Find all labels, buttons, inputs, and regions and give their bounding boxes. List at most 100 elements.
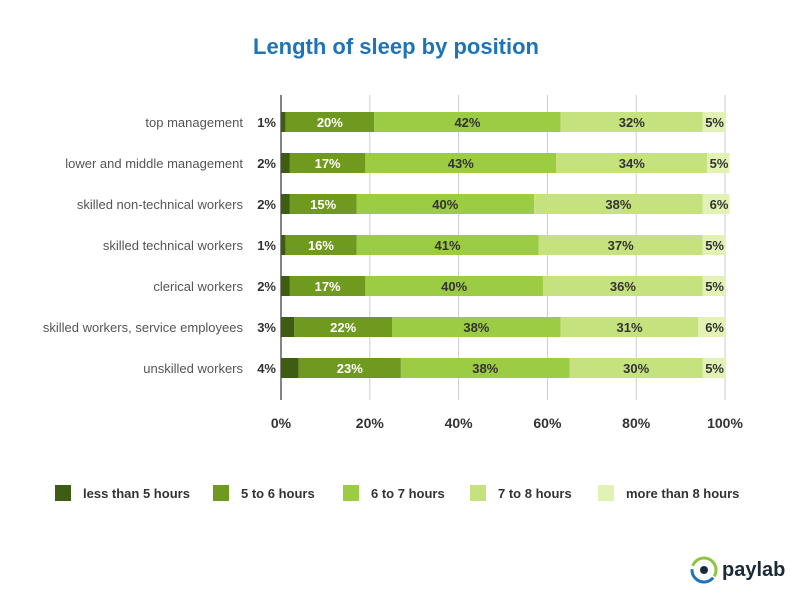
data-label: 42% (454, 115, 480, 130)
data-label: 38% (605, 197, 631, 212)
bar-segment (365, 276, 543, 296)
category-label: unskilled workers (143, 361, 243, 376)
x-tick-label: 100% (707, 415, 743, 431)
bar-segment (281, 358, 299, 378)
bar-segment (702, 276, 725, 296)
bar-segment (289, 153, 366, 173)
data-label: 30% (623, 361, 649, 376)
bar-segment (285, 235, 357, 255)
bar-segment (281, 276, 290, 296)
data-label: 15% (310, 197, 336, 212)
legend-swatch (470, 485, 486, 501)
bar-segment (294, 317, 392, 337)
bar-segment (560, 112, 703, 132)
bar-segment (281, 194, 290, 214)
data-label: 5% (705, 361, 724, 376)
bar-segment (289, 194, 357, 214)
bar-segment (702, 194, 730, 214)
bar-segment (285, 112, 375, 132)
data-label: 6% (705, 320, 724, 335)
legend-label: 7 to 8 hours (498, 486, 572, 501)
bar-segment (538, 235, 703, 255)
data-label: 5% (705, 279, 724, 294)
bar-segment (374, 112, 561, 132)
bars: 1% 20% 42% 32% 5% 2% 17% 43% 34% 5% 2% 15% 40% 38% 6% 1… (257, 112, 730, 378)
data-label: 17% (315, 156, 341, 171)
paylab-eye-icon (690, 556, 718, 584)
legend-swatch (343, 485, 359, 501)
data-label: 6% (710, 197, 729, 212)
bar-segment (400, 358, 570, 378)
data-label: 4% (257, 361, 276, 376)
data-label: 22% (330, 320, 356, 335)
x-tick-label: 60% (533, 415, 562, 431)
brand-name: paylab (722, 558, 786, 581)
data-label: 16% (308, 238, 334, 253)
bar-segment (534, 194, 703, 214)
legend-swatch (213, 485, 229, 501)
bar-segment (281, 153, 290, 173)
bar-segment (365, 153, 557, 173)
data-label: 5% (705, 115, 724, 130)
bar-segment (702, 235, 725, 255)
data-label: 1% (257, 115, 276, 130)
legend-swatch (55, 485, 71, 501)
data-label: 41% (434, 238, 460, 253)
data-label: 23% (337, 361, 363, 376)
data-label: 38% (472, 361, 498, 376)
bar-segment (392, 317, 561, 337)
x-tick-label: 80% (622, 415, 651, 431)
bar-segment (281, 112, 286, 132)
data-label: 17% (315, 279, 341, 294)
data-label: 43% (448, 156, 474, 171)
legend-label: less than 5 hours (83, 486, 190, 501)
data-label: 40% (432, 197, 458, 212)
bar-segment (289, 276, 366, 296)
data-label: 40% (441, 279, 467, 294)
data-label: 3% (257, 320, 276, 335)
legend: less than 5 hours 5 to 6 hours 6 to 7 hour… (55, 485, 739, 501)
category-labels: top management lower and middle managemen… (43, 115, 244, 376)
bar-segment (707, 153, 730, 173)
category-label: skilled non-technical workers (77, 197, 244, 212)
bar-segment (281, 317, 295, 337)
x-axis-ticks: 0% 20% 40% 60% 80% 100% (271, 415, 744, 431)
data-label: 2% (257, 279, 276, 294)
bar-segment (560, 317, 699, 337)
bar-segment (702, 358, 725, 378)
chart-title: Length of sleep by position (253, 34, 539, 59)
bar-segment (556, 153, 708, 173)
legend-label: 5 to 6 hours (241, 486, 315, 501)
bar-segment (298, 358, 401, 378)
category-label: top management (145, 115, 243, 130)
bar-segment (356, 194, 535, 214)
data-label: 2% (257, 156, 276, 171)
category-label: skilled technical workers (103, 238, 244, 253)
brand-logo: paylab (690, 555, 785, 585)
bar-segment (281, 235, 286, 255)
data-label: 2% (257, 197, 276, 212)
legend-label: more than 8 hours (626, 486, 739, 501)
category-label: clerical workers (153, 279, 243, 294)
data-label: 38% (463, 320, 489, 335)
x-tick-label: 20% (356, 415, 385, 431)
data-label: 34% (619, 156, 645, 171)
bar-segment (569, 358, 703, 378)
x-tick-label: 0% (271, 415, 292, 431)
x-tick-label: 40% (445, 415, 474, 431)
category-label: skilled workers, service employees (43, 320, 244, 335)
data-label: 5% (710, 156, 729, 171)
legend-swatch (598, 485, 614, 501)
data-label: 1% (257, 238, 276, 253)
bar-segment (702, 112, 725, 132)
data-label: 36% (610, 279, 636, 294)
data-label: 5% (705, 238, 724, 253)
data-label: 31% (617, 320, 643, 335)
category-label: lower and middle management (65, 156, 243, 171)
legend-label: 6 to 7 hours (371, 486, 445, 501)
bar-segment (542, 276, 703, 296)
data-label: 20% (317, 115, 343, 130)
bar-segment (698, 317, 725, 337)
data-label: 32% (619, 115, 645, 130)
